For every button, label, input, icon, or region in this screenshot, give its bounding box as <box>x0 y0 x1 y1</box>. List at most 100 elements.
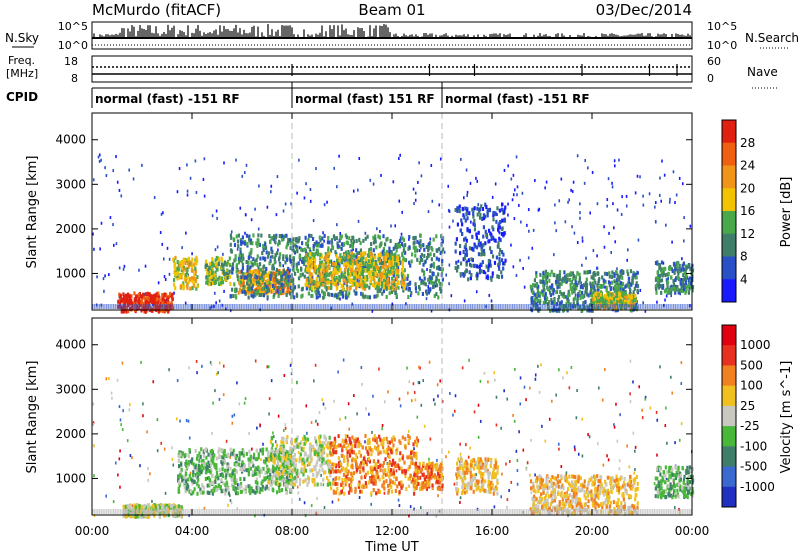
data-cell <box>345 276 348 281</box>
data-cell <box>324 260 328 265</box>
data-cell <box>186 261 190 266</box>
near-range-cell <box>111 304 113 309</box>
data-cell <box>274 289 278 294</box>
data-cell <box>308 286 312 291</box>
scatter-cell <box>244 231 246 235</box>
data-cell <box>408 235 411 240</box>
data-cell <box>558 301 562 306</box>
scatter-cell <box>611 185 614 189</box>
data-cell <box>594 291 597 296</box>
data-cell <box>589 281 592 286</box>
power-ylabel: Slant Range [km] <box>25 156 40 269</box>
near-range-cell <box>582 304 584 309</box>
scatter-cell <box>131 456 133 460</box>
scatter-cell <box>459 442 461 446</box>
data-cell <box>578 272 581 277</box>
data-cell <box>193 272 196 277</box>
near-range-cell <box>251 304 253 309</box>
near-range-cell <box>384 304 386 309</box>
data-cell <box>502 261 505 266</box>
data-cell <box>370 242 373 247</box>
near-range-cell <box>102 304 104 309</box>
near-range-cell <box>421 304 423 309</box>
near-range-cell <box>674 304 677 309</box>
data-cell <box>366 277 369 282</box>
data-cell <box>305 281 308 286</box>
scatter-cell <box>425 297 428 301</box>
data-cell <box>654 277 658 282</box>
data-cell <box>677 271 680 276</box>
data-cell <box>318 278 321 283</box>
near-range-cell <box>632 304 635 309</box>
data-cell <box>316 282 320 287</box>
data-cell <box>398 244 402 249</box>
data-cell <box>630 282 633 287</box>
data-cell <box>569 283 572 288</box>
scatter-cell <box>670 294 673 298</box>
data-cell <box>475 264 479 269</box>
data-cell <box>239 239 243 244</box>
data-cell <box>494 238 497 243</box>
near-range-cell <box>358 304 360 309</box>
scatter-cell <box>172 463 175 467</box>
data-cell <box>301 248 304 253</box>
scatter-cell <box>159 231 162 235</box>
near-range-cell <box>562 304 565 309</box>
data-cell <box>383 262 387 267</box>
data-cell <box>144 299 147 304</box>
data-cell <box>333 278 336 283</box>
data-cell <box>420 243 423 248</box>
scatter-cell <box>112 223 114 227</box>
data-cell <box>395 248 398 253</box>
y-tick-label: 2000 <box>55 222 86 236</box>
scatter-cell <box>613 423 615 427</box>
data-cell <box>669 275 673 280</box>
scatter-cell <box>370 502 373 506</box>
data-cell <box>292 268 295 273</box>
data-cell <box>594 297 597 302</box>
data-cell <box>330 273 334 278</box>
data-cell <box>204 264 207 269</box>
data-cell <box>214 258 217 263</box>
freq-panel-frame <box>91 55 693 83</box>
data-cell <box>478 215 482 220</box>
data-cell <box>195 257 198 262</box>
data-cell <box>263 264 266 269</box>
data-cell <box>273 234 276 239</box>
data-cell <box>265 279 268 284</box>
data-cell <box>547 287 551 292</box>
data-cell <box>321 236 324 241</box>
data-cell <box>416 248 419 253</box>
data-cell <box>454 266 457 271</box>
scatter-cell <box>466 190 469 194</box>
scatter-cell <box>211 214 214 218</box>
data-cell <box>611 295 614 300</box>
scatter-cell <box>178 167 181 171</box>
data-cell <box>600 301 603 306</box>
scatter-cell <box>514 367 516 371</box>
data-cell <box>371 271 375 276</box>
scatter-cell <box>122 409 124 413</box>
data-cell <box>190 268 193 273</box>
near-range-cell <box>398 304 400 309</box>
data-cell <box>470 263 473 268</box>
scatter-cell <box>152 302 154 306</box>
scatter-cell <box>92 423 95 427</box>
data-cell <box>441 249 444 254</box>
data-cell <box>273 281 276 286</box>
data-cell <box>465 262 468 267</box>
data-cell <box>253 291 256 296</box>
data-cell <box>567 289 570 294</box>
data-cell <box>193 262 196 267</box>
data-cell <box>682 261 686 266</box>
data-cell <box>676 287 679 292</box>
data-cell <box>213 263 216 268</box>
data-cell <box>350 241 354 246</box>
scatter-cell <box>102 277 105 281</box>
data-cell <box>431 280 434 285</box>
data-cell <box>428 241 431 246</box>
scatter-cell <box>667 277 669 281</box>
data-cell <box>144 296 147 301</box>
near-range-cell <box>624 304 626 309</box>
scatter-cell <box>621 195 623 199</box>
